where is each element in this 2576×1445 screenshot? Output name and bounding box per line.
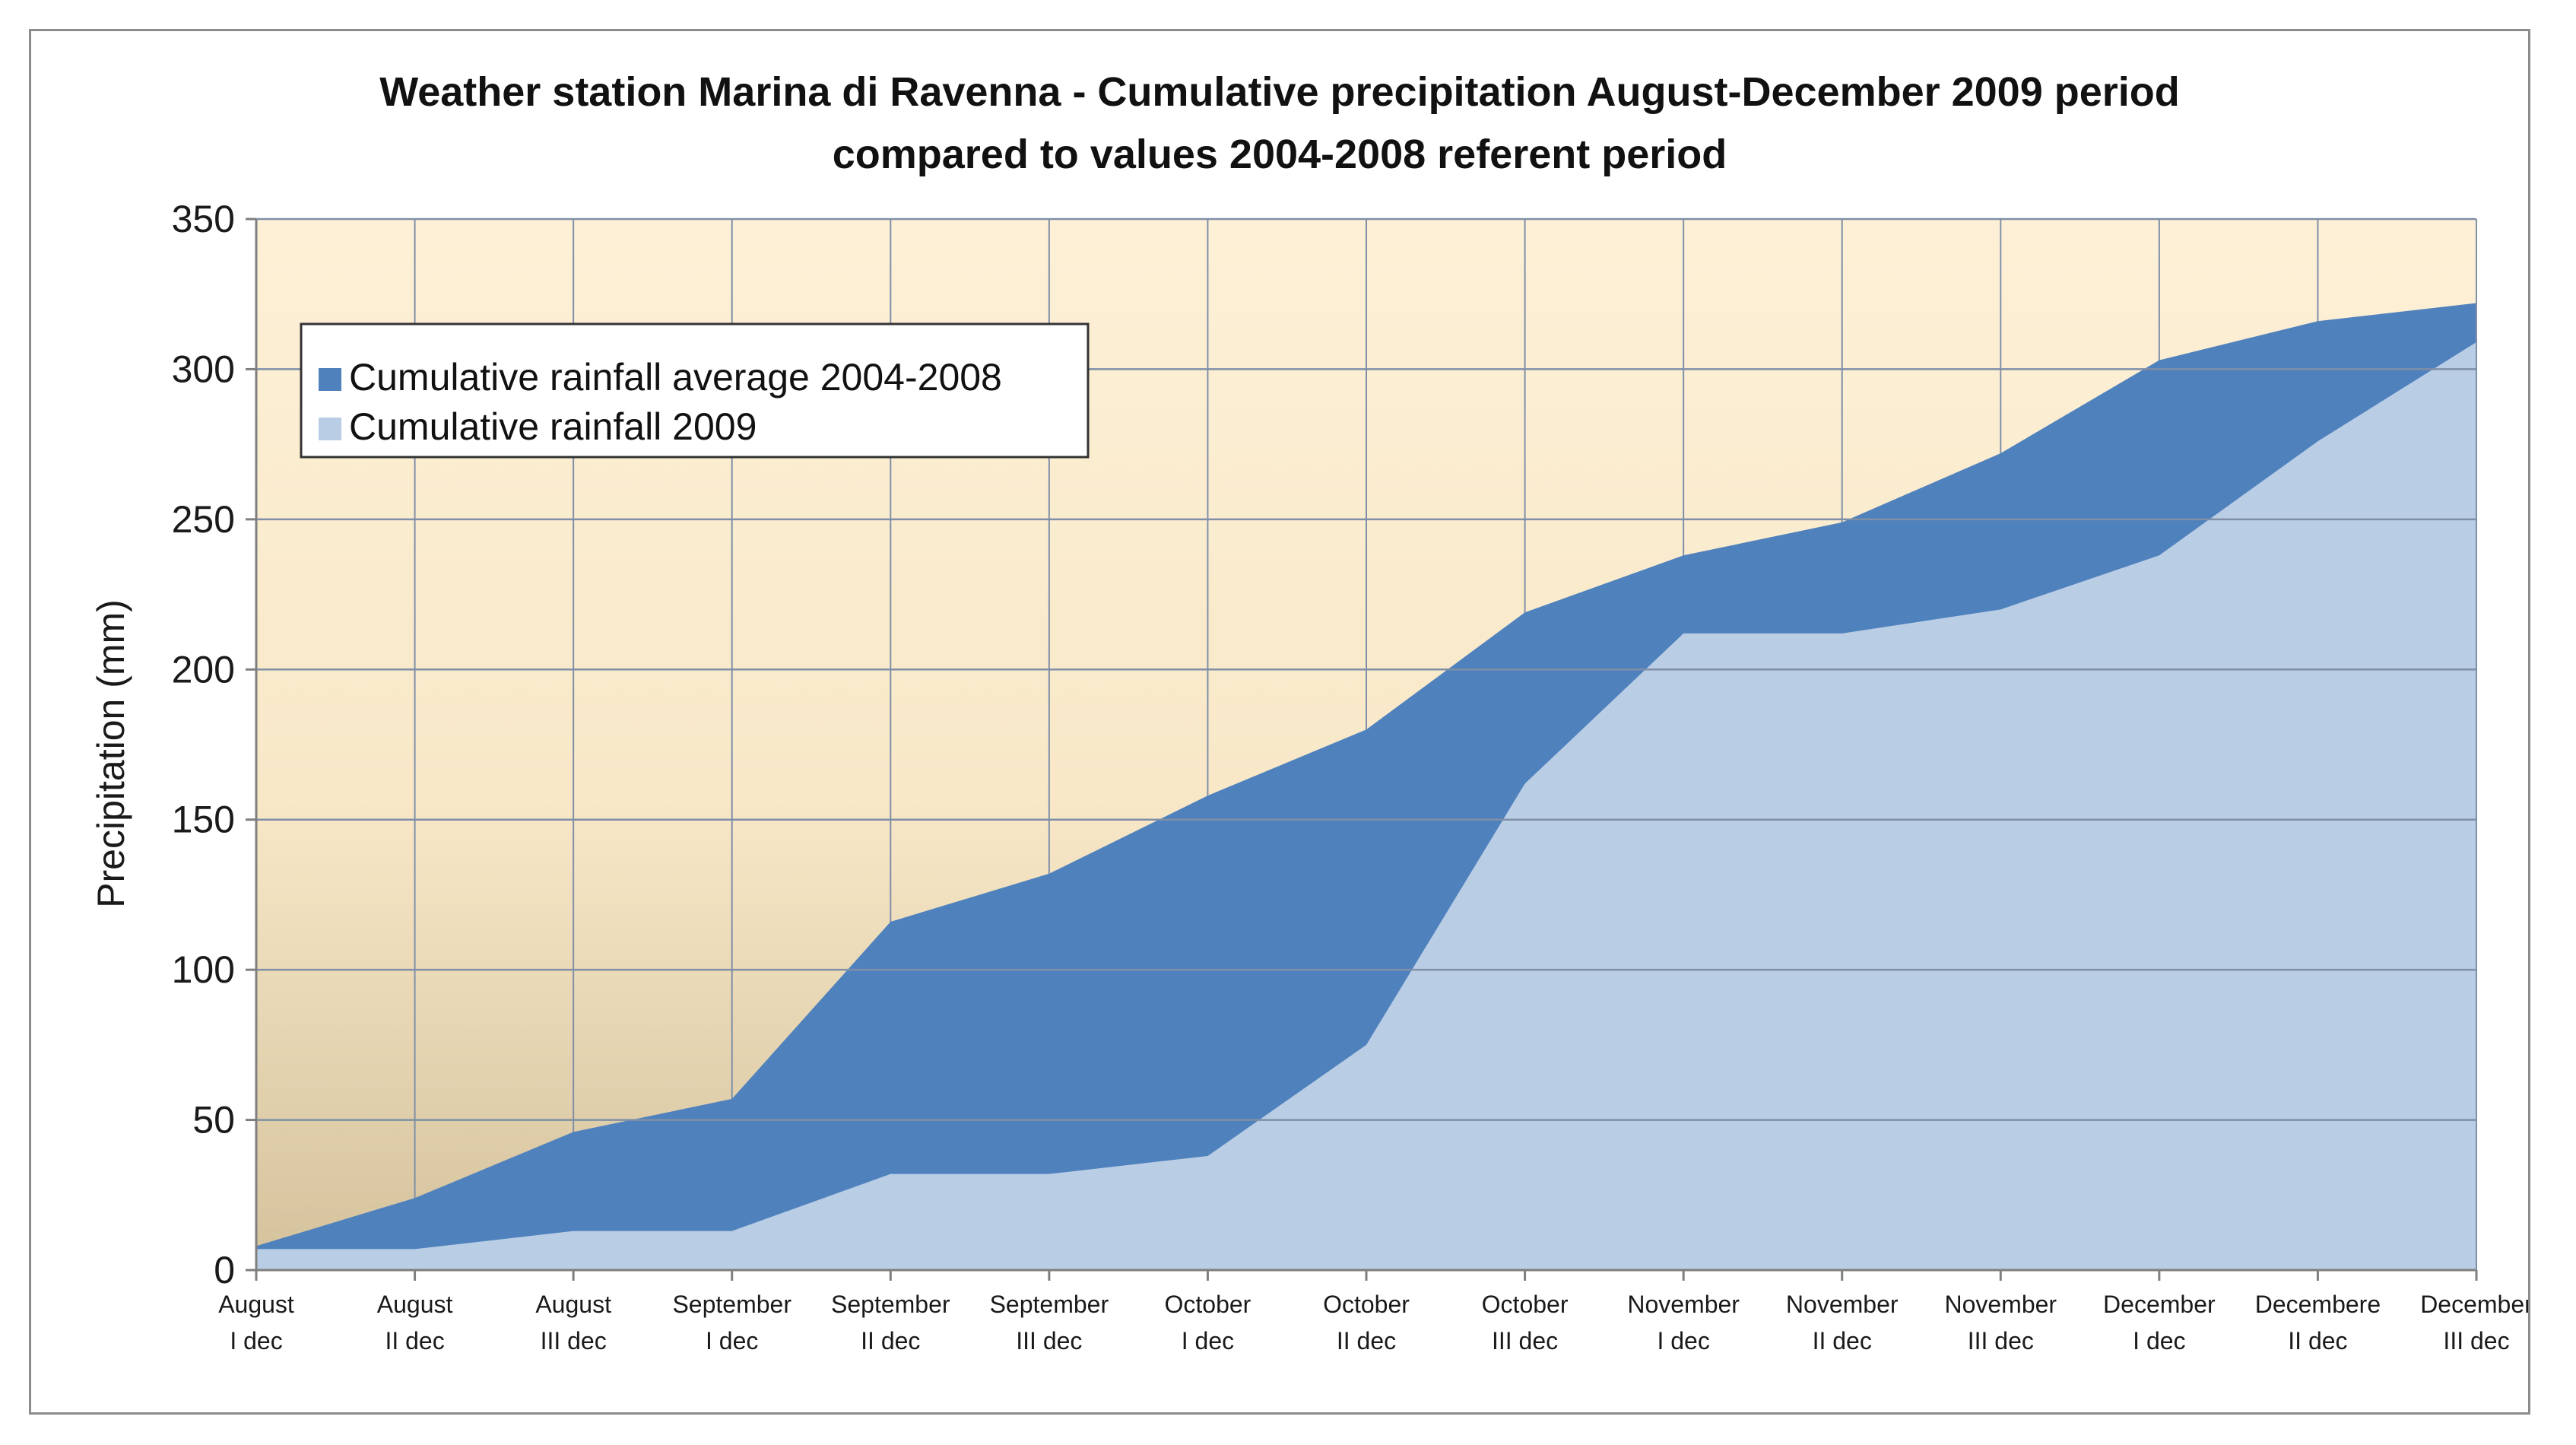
y-tick-label: 50: [192, 1099, 235, 1142]
x-tick-label-decade: II dec: [2288, 1327, 2347, 1354]
x-tick-label-decade: II dec: [385, 1327, 444, 1354]
chart-subtitle: compared to values 2004-2008 referent pe…: [833, 132, 1727, 177]
x-tick-label-month: October: [1482, 1291, 1569, 1318]
x-tick-label-month: December: [2420, 1291, 2528, 1318]
area-series-1: [256, 341, 2476, 1271]
legend-swatch-2009: [319, 418, 341, 440]
x-tick-label-month: December: [2103, 1291, 2216, 1318]
legend-box: [300, 322, 1090, 459]
x-tick-label-month: Decembere: [2255, 1291, 2381, 1318]
legend-label-average: Cumulative rainfall average 2004-2008: [349, 356, 1002, 399]
x-tick-label-month: September: [990, 1291, 1109, 1318]
x-tick-label-month: August: [218, 1291, 294, 1318]
x-tick-label-decade: III dec: [1492, 1327, 1558, 1354]
x-tick-label-decade: III dec: [541, 1327, 607, 1354]
legend-swatch-average: [319, 368, 341, 391]
y-tick-label: 150: [172, 799, 235, 841]
y-tick-labels: 0 50 100 150 200 250 300 350: [172, 198, 235, 1291]
x-tick-label-month: October: [1165, 1291, 1252, 1318]
x-tick-label-month: November: [1786, 1291, 1899, 1318]
x-tick-label-decade: I dec: [2133, 1327, 2185, 1354]
x-tick-label-month: October: [1323, 1291, 1410, 1318]
legend: Cumulative rainfall average 2004-2008 Cu…: [300, 322, 1090, 459]
x-tick-label-month: September: [831, 1291, 950, 1318]
legend-label-2009: Cumulative rainfall 2009: [349, 405, 757, 448]
chart: Weather station Marina di Ravenna - Cumu…: [90, 69, 2528, 1354]
x-tick-label-decade: I dec: [1657, 1327, 1709, 1354]
x-tick-label-month: November: [1627, 1291, 1740, 1318]
x-tick-label-month: August: [377, 1291, 453, 1318]
x-tick-label-decade: I dec: [1182, 1327, 1234, 1354]
x-tick-label-decade: III dec: [1968, 1327, 2034, 1354]
x-tick-labels: August I dec August II dec August III dec Sept…: [218, 1291, 2528, 1354]
x-tick-label-month: September: [672, 1291, 792, 1318]
x-tick-label-decade: II dec: [1337, 1327, 1396, 1354]
y-tick-label: 250: [172, 498, 235, 541]
area-series: [256, 303, 2476, 1271]
x-tick-label-month: November: [1944, 1291, 2057, 1318]
x-tick-label-decade: II dec: [1813, 1327, 1872, 1354]
x-tick-label-decade: I dec: [230, 1327, 282, 1354]
y-tick-label: 300: [172, 348, 235, 390]
chart-title: Weather station Marina di Ravenna - Cumu…: [379, 69, 2180, 115]
x-tick-label-decade: III dec: [2443, 1327, 2509, 1354]
y-tick-label: 100: [172, 948, 235, 991]
y-tick-label: 0: [214, 1249, 235, 1291]
x-tick-label-month: August: [535, 1291, 611, 1318]
y-tick-label: 350: [172, 198, 235, 240]
x-tick-label-decade: I dec: [706, 1327, 758, 1354]
chart-frame: Weather station Marina di Ravenna - Cumu…: [29, 29, 2530, 1415]
y-tick-label: 200: [172, 648, 235, 691]
x-tick-label-decade: II dec: [861, 1327, 920, 1354]
axes: [246, 218, 2478, 1281]
y-axis-label: Precipitation (mm): [90, 599, 132, 908]
x-tick-label-decade: III dec: [1016, 1327, 1082, 1354]
